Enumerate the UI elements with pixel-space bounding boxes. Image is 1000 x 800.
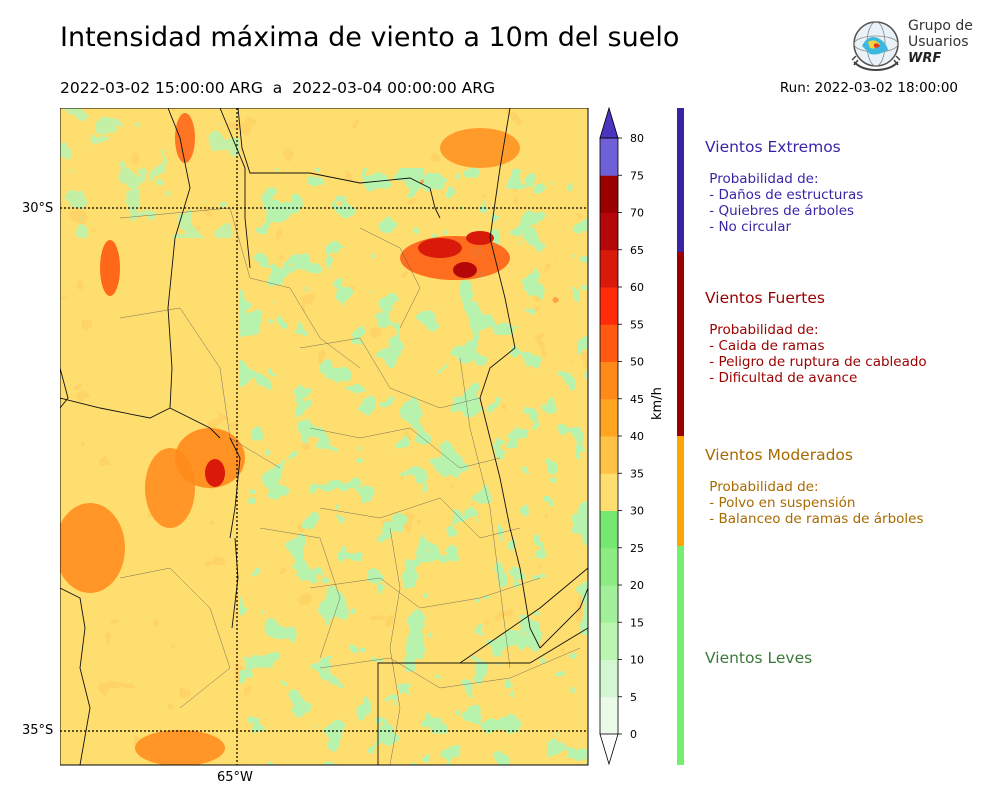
light-segment <box>677 546 684 765</box>
globe-logo-icon <box>851 21 901 72</box>
category-moderate: Vientos Moderados Probabilidad de: - Pol… <box>705 446 924 527</box>
category-line: Probabilidad de: <box>705 479 819 495</box>
colorbar-tick-label: 25 <box>630 542 644 555</box>
colorbar-segment <box>600 436 618 474</box>
category-line: - Quiebres de árboles <box>705 203 855 219</box>
colorbar-segment <box>600 398 618 437</box>
strong-wind-areas <box>60 108 588 765</box>
category-line: - No circular <box>705 219 792 235</box>
colorbar-tick-label: 75 <box>630 169 644 182</box>
category-title: Vientos Moderados <box>705 446 853 464</box>
category-line: - Peligro de ruptura de cableado <box>705 354 927 370</box>
colorbar-segment <box>600 249 618 288</box>
category-line: Probabilidad de: <box>705 322 819 338</box>
map-title: Intensidad máxima de viento a 10m del su… <box>60 22 680 53</box>
category-title: Vientos Extremos <box>705 138 841 156</box>
colorbar-tick-label: 20 <box>630 579 644 592</box>
colorbar-tick-label: 70 <box>630 207 644 220</box>
colorbar-tick-label: 5 <box>630 691 637 704</box>
colorbar-tick-label: 0 <box>630 728 637 741</box>
colorbar-segment <box>600 361 618 400</box>
colorbar-segment <box>600 473 618 511</box>
category-line: - Polvo en suspensión <box>705 495 856 511</box>
colorbar-tick-label: 60 <box>630 281 644 294</box>
extreme-segment <box>677 108 684 252</box>
category-strong: Vientos Fuertes Probabilidad de: - Caida… <box>705 289 927 386</box>
category-line: - Dificultad de avance <box>705 370 858 386</box>
colorbar-unit: km/h <box>650 387 665 420</box>
lat-label-30s: 30°S <box>22 201 54 216</box>
wind-map <box>60 108 589 766</box>
lon-label-65w: 65°W <box>217 770 253 785</box>
map-frame <box>60 108 589 766</box>
colorbar-tick-label: 30 <box>630 505 644 518</box>
category-line: Probabilidad de: <box>705 171 819 187</box>
category-line: - Caida de ramas <box>705 338 825 354</box>
category-title: Vientos Fuertes <box>705 289 825 307</box>
colorbar-segment <box>600 138 618 176</box>
colorbar-segment <box>600 212 618 251</box>
logo-text-line3: WRF <box>908 51 942 66</box>
colorbar-segment <box>600 510 618 549</box>
colorbar: 0 5 10 15 20 25 30 35 40 45 50 55 60 65 70 75 80 <box>599 106 644 766</box>
lat-label-35s: 35°S <box>22 723 54 738</box>
colorbar-tick-label: 55 <box>630 318 644 331</box>
colorbar-tick-label: 45 <box>630 393 644 406</box>
colorbar-segment <box>600 324 618 362</box>
forecast-period: 2022-03-02 15:00:00 ARG a 2022-03-04 00:… <box>60 79 496 97</box>
colorbar-tick-label: 65 <box>630 244 644 257</box>
colorbar-tick-label: 15 <box>630 616 644 629</box>
colorbar-segment <box>600 585 618 623</box>
colorbar-tick-label: 80 <box>630 132 644 145</box>
wrf-logo: Grupo de Usuarios WRF <box>848 16 973 74</box>
logo-text-line1: Grupo de <box>908 18 973 34</box>
category-line: - Daños de estructuras <box>705 187 864 203</box>
colorbar-tick-label: 50 <box>630 356 644 369</box>
colorbar-tick-label: 40 <box>630 430 644 443</box>
department-borders <box>119 207 581 765</box>
category-line: - Balanceo de ramas de árboles <box>705 511 924 527</box>
colorbar-segment <box>600 696 618 735</box>
colorbar-min-extension <box>599 733 619 766</box>
colorbar-segment <box>600 659 618 698</box>
category-title: Vientos Leves <box>705 649 813 667</box>
colorbar-segment <box>600 287 618 325</box>
run-time: Run: 2022-03-02 18:00:00 <box>779 80 958 96</box>
province-borders <box>60 108 588 765</box>
colorbar-segment <box>600 622 618 660</box>
colorbar-segment <box>600 175 618 213</box>
moderate-segment <box>677 436 684 546</box>
colorbar-max-extension <box>599 106 619 139</box>
colorbar-segment <box>600 547 618 586</box>
colorbar-tick-label: 35 <box>630 467 644 480</box>
graticule <box>60 108 588 765</box>
colorbar-tick-label: 10 <box>630 654 644 667</box>
category-light: Vientos Leves <box>705 649 812 667</box>
logo-text-line2: Usuarios <box>908 34 969 50</box>
category-color-bar <box>677 108 684 765</box>
strong-segment <box>677 252 684 436</box>
category-extreme: Vientos Extremos Probabilidad de: - Daño… <box>705 138 863 235</box>
